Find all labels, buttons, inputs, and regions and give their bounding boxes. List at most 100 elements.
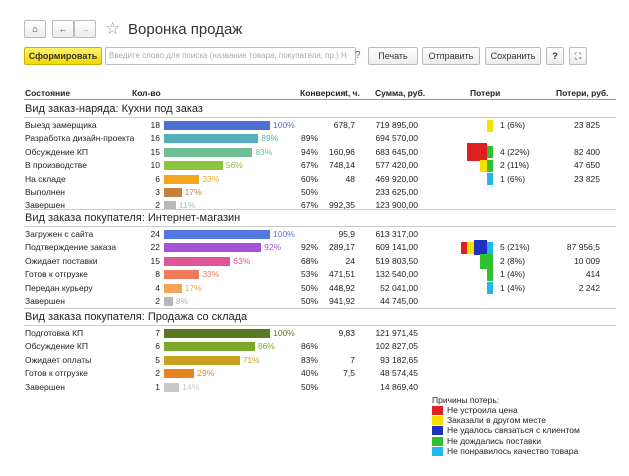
row-losses: 1 (4%) xyxy=(500,269,526,280)
legend-label: Заказали в другом месте xyxy=(447,415,547,426)
row-losses: 1 (4%) xyxy=(500,282,526,293)
row-loss-sum: 82 400 xyxy=(574,146,600,157)
favorite-star[interactable]: ☆ xyxy=(105,19,121,38)
row-time: 941,92 xyxy=(329,296,355,306)
row-count: 16 xyxy=(150,133,160,144)
loss-segment xyxy=(486,119,493,132)
row-conversion: 67% xyxy=(300,200,318,211)
row-conversion: 50% xyxy=(300,282,318,293)
legend-label: Не удалось связаться с клиентом xyxy=(447,425,580,436)
row-state: Выполнен xyxy=(25,187,65,197)
group-title: Вид заказа покупателя: Продажа со склада xyxy=(25,311,248,323)
row-state: На складе xyxy=(25,173,66,184)
loss-segment xyxy=(486,173,493,186)
row-state: Подтверждение заказа xyxy=(25,242,117,253)
row-sum: 93 182,65 xyxy=(380,354,418,365)
row-count: 2 xyxy=(155,296,160,306)
legend-swatch xyxy=(432,446,443,456)
share-label: 83% xyxy=(255,146,273,157)
row-sum: 683 645,00 xyxy=(375,146,418,157)
help-button[interactable]: ? xyxy=(546,47,564,65)
row-sum: 44 745,00 xyxy=(380,296,418,306)
loss-segment xyxy=(486,241,493,254)
row-sum: 102 827,05 xyxy=(375,341,418,352)
legend-label: Не дождались поставки xyxy=(447,435,542,446)
row-sum: 52 041,00 xyxy=(380,282,418,293)
loss-segment xyxy=(460,241,467,254)
row-state: Готов к отгрузке xyxy=(25,269,88,280)
row-count: 6 xyxy=(155,341,160,352)
row-time: 992,35 xyxy=(329,200,355,211)
count-bar xyxy=(164,201,176,211)
count-bar xyxy=(164,283,182,293)
row-time: 289,17 xyxy=(329,242,355,253)
row-conversion: 50% xyxy=(300,187,318,197)
row-count: 7 xyxy=(155,328,160,338)
row-conversion: 83% xyxy=(300,354,318,365)
row-time: 7,5 xyxy=(343,368,355,379)
row-loss-sum: 87 956,5 xyxy=(566,242,600,253)
row-time: 48 xyxy=(345,173,355,184)
row-state: Ожидает оплаты xyxy=(25,354,92,365)
legend-label: Не понравилось качество товара xyxy=(447,445,579,456)
row-conversion: 68% xyxy=(300,255,318,266)
column-header: Потери xyxy=(470,88,501,98)
legend-label: Не устроила цена xyxy=(447,405,518,415)
share-label: 14% xyxy=(182,381,200,392)
count-bar xyxy=(164,147,253,157)
share-label: 100% xyxy=(273,120,295,130)
row-state: Готов к отгрузке xyxy=(25,368,88,379)
forward-button[interactable]: → xyxy=(74,20,96,38)
row-count: 3 xyxy=(155,187,160,197)
column-header: Потери, руб. xyxy=(556,88,609,98)
row-count: 4 xyxy=(155,282,160,293)
count-bar xyxy=(164,256,231,266)
share-label: 100% xyxy=(273,328,295,338)
row-count: 5 xyxy=(155,354,160,365)
row-conversion: 67% xyxy=(300,160,318,171)
back-button[interactable]: ← xyxy=(52,20,74,38)
loss-segment xyxy=(486,146,493,159)
row-sum: 694 570,00 xyxy=(375,133,418,144)
row-time: 7 xyxy=(350,354,355,365)
share-label: 8% xyxy=(175,296,189,306)
loss-segment xyxy=(473,240,487,256)
row-state: В производстве xyxy=(25,160,87,171)
row-count: 10 xyxy=(150,160,160,171)
row-state: Разработка дизайн-проекта xyxy=(25,133,135,144)
share-label: 33% xyxy=(202,269,220,280)
share-label: 71% xyxy=(242,354,260,365)
save-button[interactable]: Сохранить xyxy=(485,47,541,65)
print-button[interactable]: Печать xyxy=(368,47,418,65)
row-loss-sum: 2 242 xyxy=(578,282,600,293)
row-conversion: 53% xyxy=(300,269,318,280)
legend-swatch xyxy=(432,436,443,446)
row-conversion: 94% xyxy=(300,146,318,157)
send-button[interactable]: Отправить xyxy=(422,47,480,65)
generate-button[interactable]: Сформировать xyxy=(24,47,102,65)
search-input[interactable]: Введите слово для поиска (название товар… xyxy=(105,47,356,65)
help-link[interactable]: ? xyxy=(355,50,361,61)
fullscreen-button[interactable]: ⛶ xyxy=(569,47,587,65)
home-button[interactable]: ⌂ xyxy=(24,20,46,38)
row-loss-sum: 414 xyxy=(585,269,600,280)
row-count: 1 xyxy=(155,381,160,392)
row-sum: 132 540,00 xyxy=(375,269,418,280)
row-conversion: 40% xyxy=(300,368,318,379)
share-label: 86% xyxy=(257,341,275,352)
page-title: Воронка продаж xyxy=(128,21,243,38)
column-header: Кол-во xyxy=(132,88,161,98)
row-conversion: 50% xyxy=(300,296,318,306)
row-count: 2 xyxy=(155,368,160,379)
count-bar xyxy=(164,342,255,352)
loss-segment xyxy=(486,282,493,295)
column-header: t, ч. xyxy=(345,88,360,98)
row-sum: 121 971,45 xyxy=(375,328,418,338)
count-bar xyxy=(164,270,200,280)
legend-swatch xyxy=(432,426,443,436)
share-label: 56% xyxy=(225,160,243,171)
row-sum: 48 574,45 xyxy=(380,368,418,379)
row-losses: 2 (8%) xyxy=(500,255,526,266)
row-state: Завершен xyxy=(25,296,65,306)
column-header: Состояние xyxy=(25,88,71,98)
